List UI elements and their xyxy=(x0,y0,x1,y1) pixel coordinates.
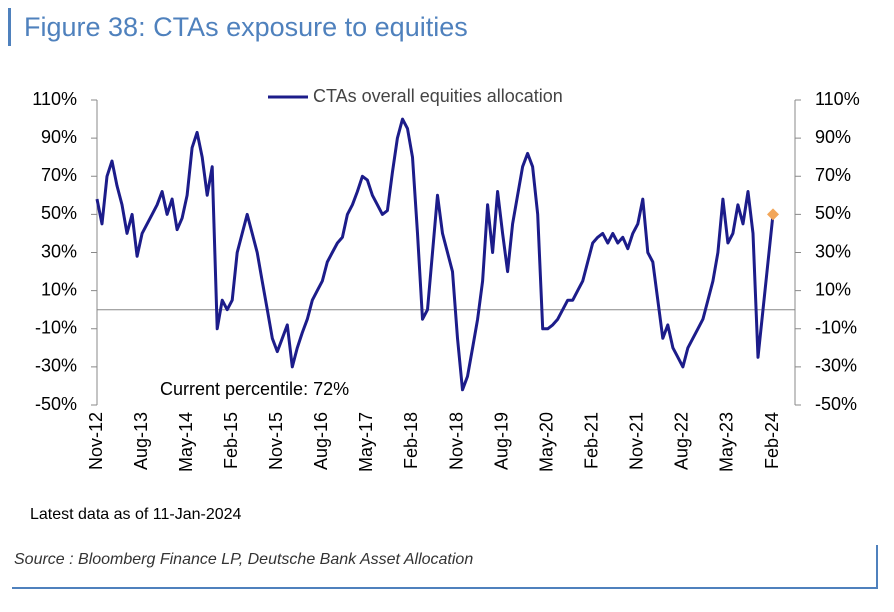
y-tick-label: 10% xyxy=(41,279,77,299)
y2-tick-label: 30% xyxy=(815,241,851,261)
y2-tick-label: 70% xyxy=(815,165,851,185)
y-tick-label: 90% xyxy=(41,127,77,147)
source: Source : Bloomberg Finance LP, Deutsche … xyxy=(14,551,473,568)
y-tick-label: -30% xyxy=(35,356,77,376)
x-tick-label: Nov-21 xyxy=(627,412,647,470)
annotation: Latest data as of 11-Jan-2024 xyxy=(30,506,242,523)
x-tick-label: May-17 xyxy=(356,412,376,472)
x-tick-label: Feb-21 xyxy=(581,412,601,469)
line xyxy=(95,117,775,392)
y2-tick-label: -50% xyxy=(815,394,857,414)
y2-tick-label: -10% xyxy=(815,318,857,338)
legend-label: CTAs overall equities allocation xyxy=(313,86,563,106)
x-tick-label: May-14 xyxy=(176,412,196,472)
x-tick-label: Nov-15 xyxy=(266,412,286,470)
title-bar xyxy=(8,8,11,46)
x-tick-label: Feb-18 xyxy=(401,412,421,469)
chart-title: Figure 38: CTAs exposure to equities xyxy=(24,12,468,42)
y-tick-label: 70% xyxy=(41,165,77,185)
x-tick-label: Nov-12 xyxy=(86,412,106,470)
y2-tick-label: 110% xyxy=(815,89,860,109)
y-tick-label: -50% xyxy=(35,394,77,414)
x-tick-label: Aug-19 xyxy=(491,412,511,470)
x-tick-label: Aug-16 xyxy=(311,412,331,470)
y-tick-label: -10% xyxy=(35,318,77,338)
y2-tick-label: 50% xyxy=(815,203,851,223)
x-tick-label: Aug-13 xyxy=(131,412,151,470)
x-tick-label: Nov-18 xyxy=(446,412,466,470)
y-tick-label: 50% xyxy=(41,203,77,223)
x-tick-label: Feb-24 xyxy=(762,412,782,469)
y-tick-label: 30% xyxy=(41,241,77,261)
y2-tick-label: 10% xyxy=(815,279,851,299)
x-tick-label: May-20 xyxy=(536,412,556,472)
annotation: Current percentile: 72% xyxy=(160,379,349,399)
x-tick-label: May-23 xyxy=(717,412,737,472)
x-tick-label: Feb-15 xyxy=(221,412,241,469)
y-tick-label: 110% xyxy=(32,89,77,109)
x-tick-label: Aug-22 xyxy=(672,412,692,470)
latest-marker xyxy=(767,208,779,221)
y2-tick-label: 90% xyxy=(815,127,851,147)
y2-tick-label: -30% xyxy=(815,356,857,376)
